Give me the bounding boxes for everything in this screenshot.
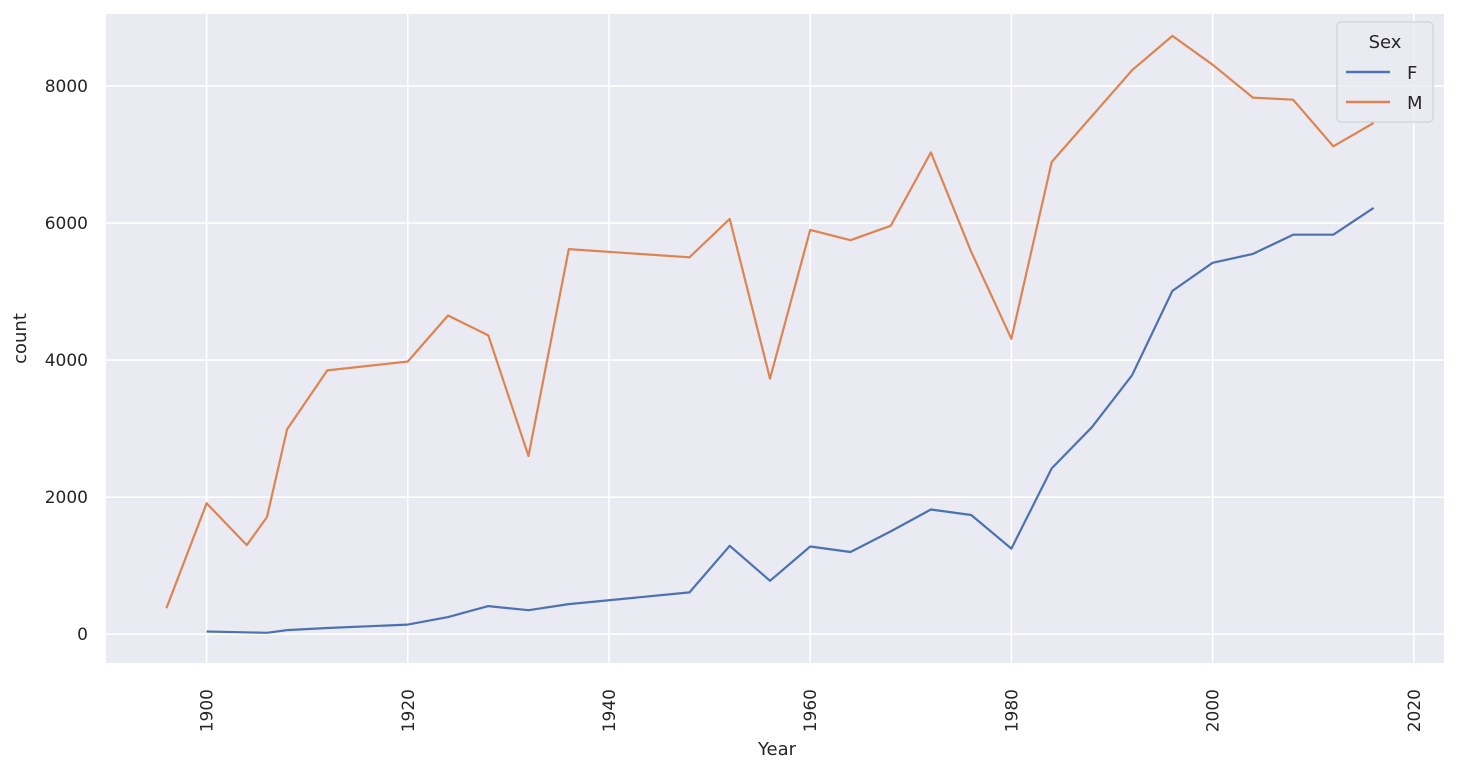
legend-label-m: M [1407,93,1423,114]
legend-title: Sex [1369,32,1402,53]
legend-label-f: F [1407,63,1417,84]
x-tick-label: 1980 [1002,689,1022,732]
y-tick-label: 0 [77,625,88,645]
x-tick-label: 1940 [600,689,620,732]
plot-area [106,14,1444,663]
x-tick-label: 1960 [801,689,821,732]
series-lines [165,34,1375,634]
y-tick-label: 4000 [45,351,88,371]
y-tick-label: 2000 [45,488,88,508]
series-line-f [206,206,1375,634]
y-axis-label: count [10,313,31,364]
x-tick-label: 2000 [1204,689,1224,732]
x-tick-label: 1900 [198,689,218,732]
series-line-m [165,34,1375,609]
x-tick-label: 2020 [1405,689,1425,732]
y-tick-label: 6000 [45,214,88,234]
tick-labels: 1900 1920 1940 1960 1980 2000 2020 0 2000 4000 600… [45,77,1425,732]
y-tick-label: 8000 [45,77,88,97]
x-axis-label: Year [757,739,797,760]
x-tick-label: 1920 [399,689,419,732]
